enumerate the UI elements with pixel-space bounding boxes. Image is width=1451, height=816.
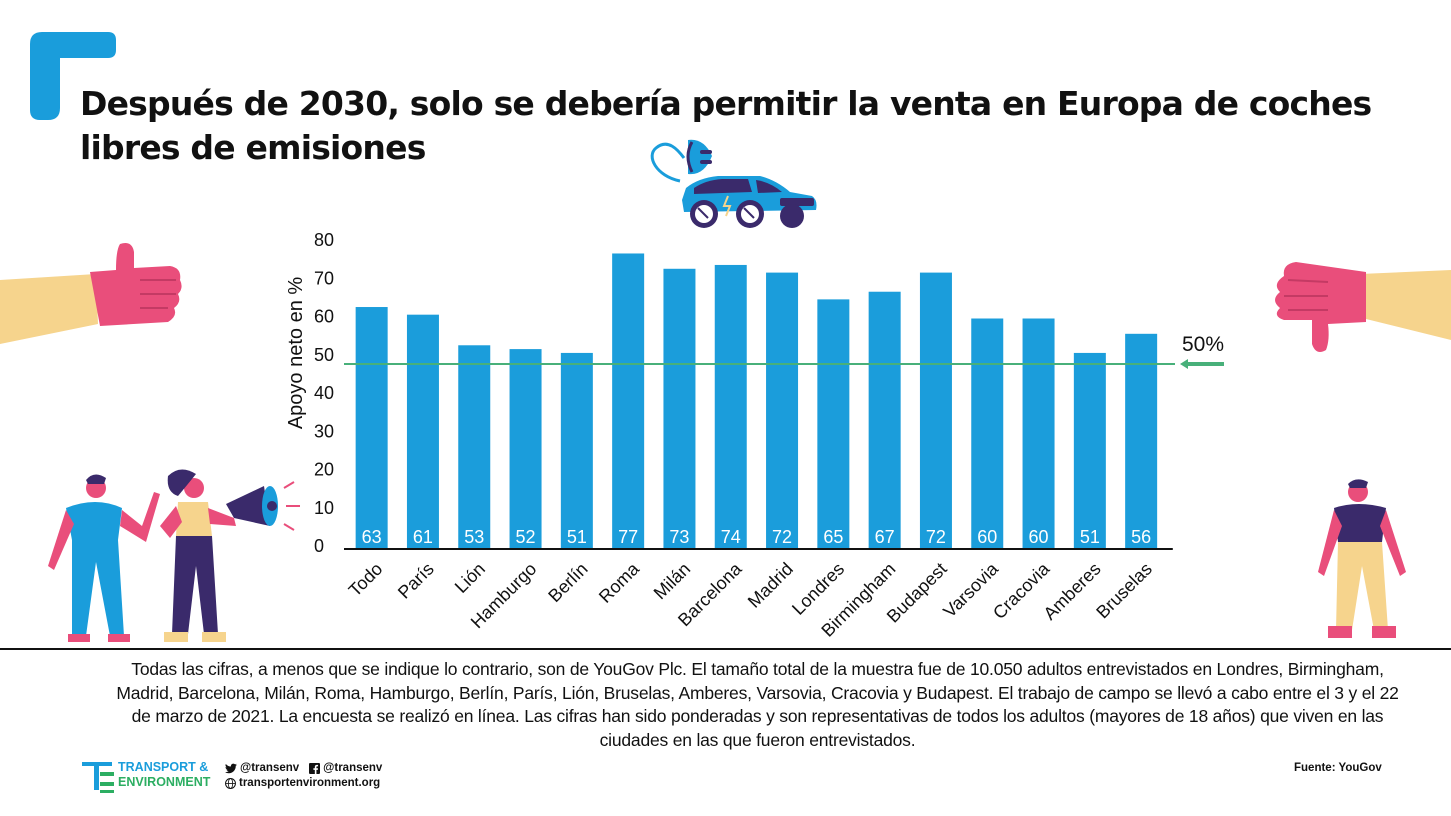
bar <box>458 345 491 548</box>
brand-line1: TRANSPORT & <box>118 760 209 774</box>
bar-chart: 0 10 20 30 40 50 60 70 80 Apoyo neto en % 63 61 53… <box>285 230 1224 641</box>
bar-value-label: 60 <box>1029 527 1049 547</box>
bar-value-label: 73 <box>669 527 689 547</box>
bar-value-label: 51 <box>1080 527 1100 547</box>
bar <box>1125 333 1158 548</box>
page-title: Después de 2030, solo se debería permiti… <box>80 84 1372 167</box>
person-illustration <box>1318 479 1406 638</box>
brand-line2: ENVIRONMENT <box>118 775 211 789</box>
x-tick-label: Todo <box>345 559 387 601</box>
facebook-handle[interactable]: @transenv <box>323 762 383 774</box>
bar-value-label: 56 <box>1131 527 1151 547</box>
bar-value-label: 72 <box>772 527 792 547</box>
bar-value-label: 60 <box>977 527 997 547</box>
threshold-arrow-icon <box>1180 359 1224 369</box>
bar-value-label: 67 <box>875 527 895 547</box>
y-tick-label: 10 <box>314 498 334 518</box>
source-note: Fuente: YouGov <box>1294 762 1382 774</box>
y-tick-label: 50 <box>314 345 334 365</box>
x-tick-label: Berlín <box>544 559 591 606</box>
website-link[interactable]: transportenvironment.org <box>239 777 381 789</box>
facebook-icon <box>309 763 321 774</box>
people-illustration <box>48 469 300 642</box>
brand-name: TRANSPORT & ENVIRONMENT <box>118 760 210 790</box>
transport-environment-logo-icon <box>82 762 114 793</box>
bar <box>971 318 1004 548</box>
bar-value-label: 74 <box>721 527 741 547</box>
x-tick-label: Bruselas <box>1092 559 1156 623</box>
bar <box>766 272 799 548</box>
y-axis-label: Apoyo neto en % <box>285 277 307 430</box>
bar <box>406 314 439 548</box>
y-tick-label: 20 <box>314 460 334 480</box>
twitter-icon <box>225 763 237 774</box>
threshold-label: 50% <box>1182 333 1224 356</box>
bar <box>560 352 593 548</box>
corner-bracket-icon <box>30 32 116 120</box>
x-tick-label: París <box>394 559 438 603</box>
bar <box>355 307 388 548</box>
thumbs-down-icon <box>1275 262 1451 352</box>
bar <box>919 272 952 548</box>
threshold-line-group: 50% <box>344 333 1224 369</box>
x-tick-label: Lión <box>451 559 489 597</box>
x-tick-label: Milán <box>650 559 695 604</box>
bar <box>868 291 901 548</box>
y-tick-label: 30 <box>314 421 334 441</box>
y-axis-ticks: 0 10 20 30 40 50 60 70 80 <box>314 230 334 556</box>
bar-value-label: 61 <box>413 527 433 547</box>
ground-line <box>0 648 1451 650</box>
globe-icon <box>225 778 236 789</box>
bar <box>714 264 747 548</box>
bar-value-label: 77 <box>618 527 638 547</box>
x-tick-label: Roma <box>595 558 644 607</box>
y-tick-label: 70 <box>314 268 334 288</box>
footnote: Todas las cifras, a menos que se indique… <box>116 659 1399 750</box>
bar-value-label: 53 <box>464 527 484 547</box>
bar-value-label: 52 <box>516 527 536 547</box>
bar-value-label: 65 <box>823 527 843 547</box>
y-tick-label: 80 <box>314 230 334 250</box>
y-tick-label: 40 <box>314 383 334 403</box>
bar <box>1073 352 1106 548</box>
bar-value-label: 51 <box>567 527 587 547</box>
bar-value-label: 63 <box>362 527 382 547</box>
thumbs-up-icon <box>0 243 182 344</box>
bar <box>612 253 645 548</box>
bar <box>663 268 696 548</box>
social-links: @transenv @transenv transportenvironment… <box>225 761 388 791</box>
twitter-handle[interactable]: @transenv <box>240 762 300 774</box>
bar-value-label: 72 <box>926 527 946 547</box>
bar <box>509 349 542 548</box>
electric-car-icon <box>650 139 817 228</box>
x-tick-label: Amberes <box>1040 559 1105 624</box>
bar <box>1022 318 1055 548</box>
y-tick-label: 0 <box>314 536 324 556</box>
y-tick-label: 60 <box>314 307 334 327</box>
bar <box>817 299 850 548</box>
bars: 63 61 53 52 51 77 73 74 72 65 67 72 60 60 51 56 <box>355 253 1158 548</box>
